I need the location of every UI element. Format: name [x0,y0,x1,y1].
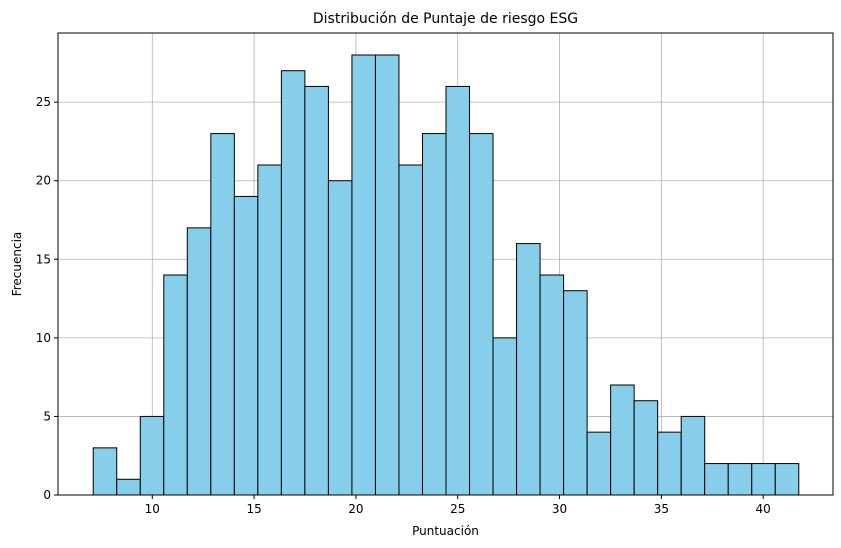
histogram-bar [704,463,729,496]
histogram-bar [751,463,776,496]
x-tick-label: 15 [246,502,261,516]
y-tick-label: 5 [43,409,51,423]
x-tick-label: 40 [756,502,771,516]
histogram-bar [657,431,682,496]
histogram-bar [139,415,165,496]
histogram-bar [492,337,518,496]
histogram-bar [351,54,376,496]
y-tick-label: 15 [36,252,51,266]
histogram-bar [374,54,400,496]
x-tick-label: 35 [654,502,669,516]
y-tick-label: 10 [36,331,51,345]
histogram-bar [633,400,659,496]
histogram-bar [116,478,141,496]
y-tick-label: 20 [36,174,51,188]
chart-title: Distribución de Puntaje de riesgo ESG [313,11,578,27]
histogram-bar [516,243,541,496]
x-tick-label: 10 [145,502,160,516]
histogram-bar [539,274,565,496]
y-tick-label: 0 [43,488,51,502]
histogram-bar [727,463,753,496]
histogram-bar [186,227,212,496]
plot-frame [57,32,834,496]
x-tick-label: 20 [348,502,363,516]
y-axis-label: Frecuencia [10,232,24,297]
histogram-bar [680,415,706,496]
histogram-bar [610,384,635,496]
histogram-bar [163,274,188,496]
y-tick-label: 25 [36,95,51,109]
bars [92,54,800,496]
x-axis-ticks: 10 15 20 25 30 35 40 [145,495,771,516]
x-tick-label: 25 [450,502,465,516]
x-axis-label: Puntuación [412,524,479,538]
histogram-bar [563,290,588,496]
histogram-bar [327,180,353,496]
histogram-bar [92,447,118,496]
histogram-bar [586,431,612,496]
x-tick-label: 30 [552,502,567,516]
histogram-bar [210,133,235,496]
histogram-bar [774,463,800,496]
histogram-bar [421,133,447,496]
histogram-bar [304,85,329,496]
y-axis-ticks: 0 5 10 15 20 25 [36,95,58,502]
histogram-bar [233,195,259,496]
histogram-bar [469,133,494,496]
histogram-bar [398,164,423,496]
histogram-bar [257,164,282,496]
histogram-bar [445,85,471,496]
histogram-bar [280,70,306,496]
